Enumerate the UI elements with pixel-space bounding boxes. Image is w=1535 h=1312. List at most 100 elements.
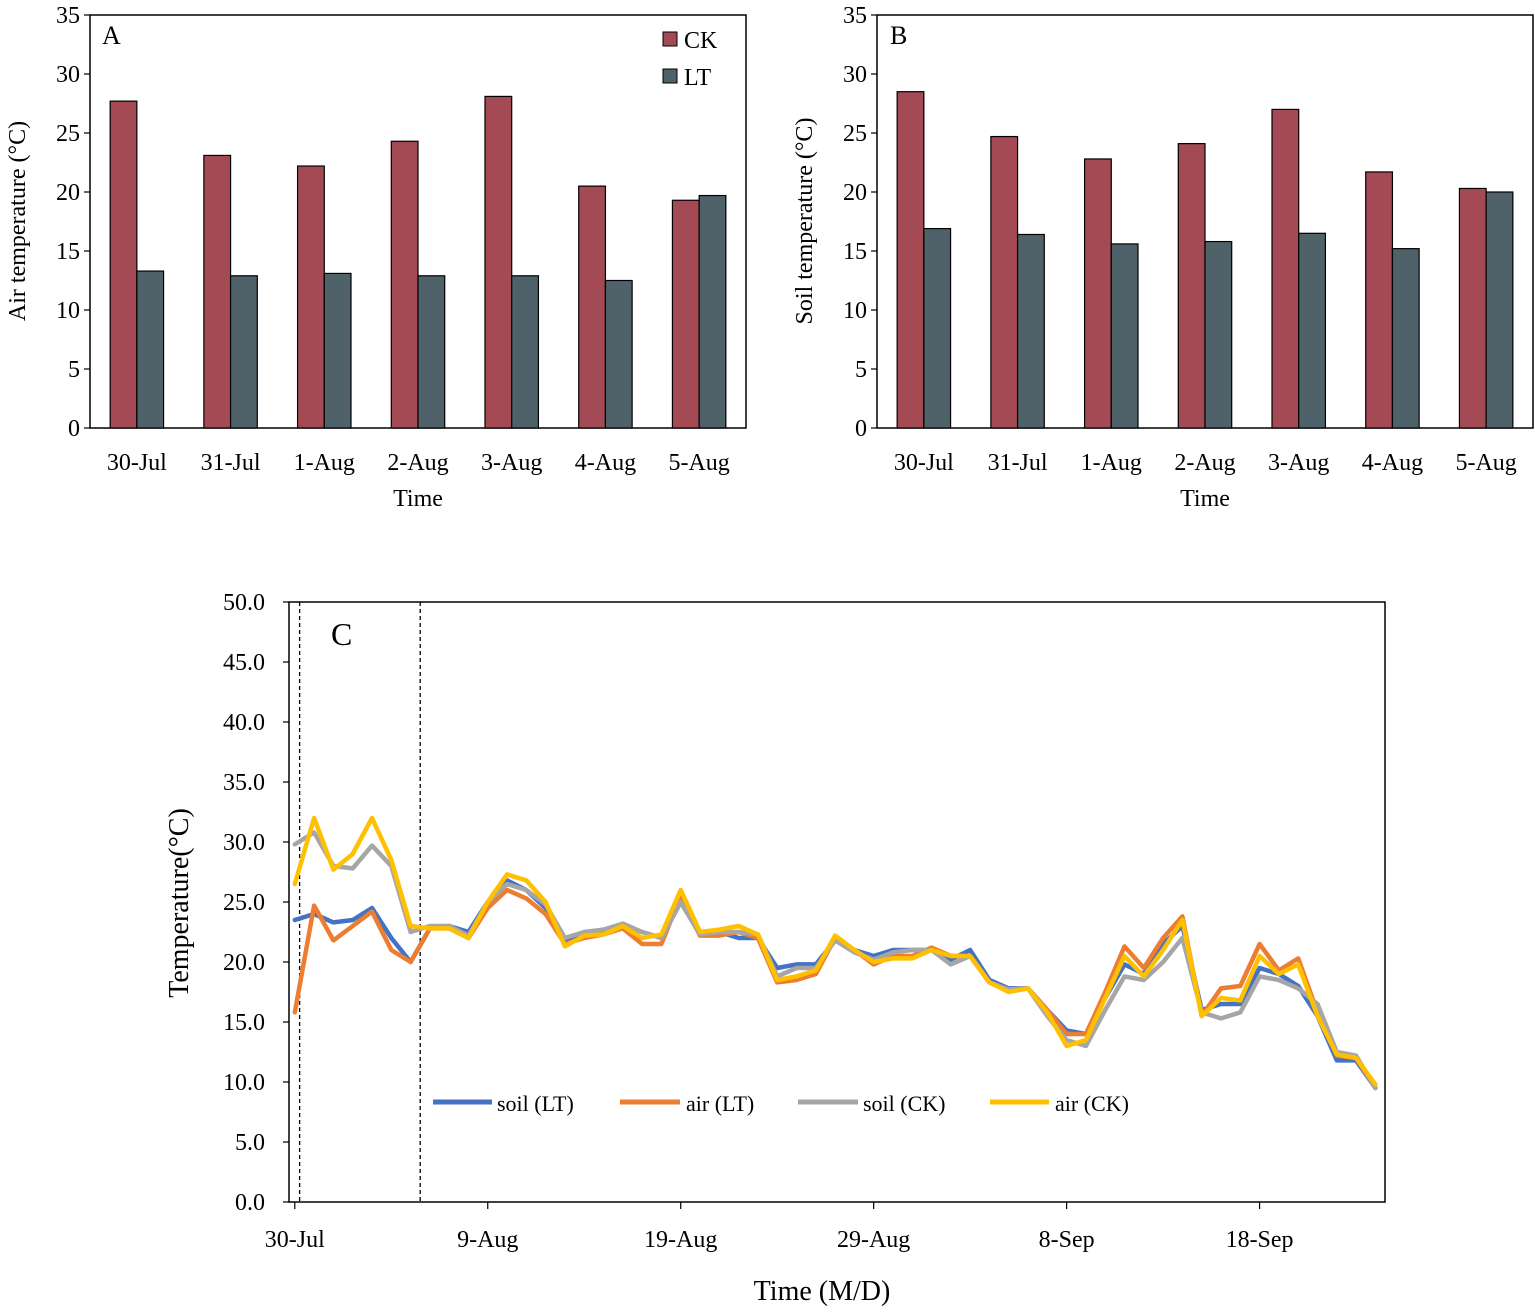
panel-b-y-tick-label: 10 [843,298,867,324]
panel-c-label: C [331,616,352,652]
panel-c: 0.0 5.0 10.0 15.0 20.0 25.0 30.0 35.0 40.0 45.0 50… [164,590,1386,1307]
panel-c-legend-soil-lt: soil (LT) [497,1091,574,1116]
panel-b-y-tick-label: 0 [855,416,867,442]
panel-b-bars [896,91,1514,429]
panel-c-x-tick-label: 18-Sep [1226,1227,1294,1253]
panel-a: 0 5 10 15 20 25 30 35 30-Jul 31-Jul 1-Aug 2-Aug 3-A… [5,3,747,512]
panel-a-bar-ck [578,185,607,429]
panel-a-bar-lt [417,275,446,429]
panel-a-bar-ck [203,154,232,429]
panel-a-legend-lt: LT [684,65,711,91]
panel-a-bar-ck [484,95,513,429]
panel-b-bar-ck [1177,143,1206,429]
panel-b-bar-lt [1016,233,1045,429]
panel-c-x-tick-label: 8-Sep [1039,1227,1095,1253]
panel-b-x-tick-label: 30-Jul [894,450,954,476]
panel-a-bar-ck [390,140,419,429]
panel-b-bar-ck [1365,171,1394,429]
panel-a-bar-lt [511,275,540,429]
panel-c-line-air-ck [292,815,1378,1087]
panel-b-bar-ck [896,91,925,429]
panel-b-y-tick-label: 15 [843,239,867,265]
panel-c-y-tick-label: 45.0 [223,650,265,676]
panel-a-y-tick-label: 0 [68,416,80,442]
panel-b-y-label: Soil temperature (°C) [792,118,818,325]
panel-c-y-tick-label: 40.0 [223,710,265,736]
panel-a-x-label: Time [393,486,443,512]
panel-c-x-tick-label: 29-Aug [837,1227,910,1253]
panel-b-y-tick-label: 30 [843,62,867,88]
panel-b-label: B [890,21,907,50]
panel-a-bar-lt [698,194,727,429]
panel-a-y-tick-label: 15 [56,239,80,265]
panel-b: 0 5 10 15 20 25 30 35 30-Jul 31-Jul 1-Aug 2-Aug 3-A… [792,3,1534,512]
panel-a-bar-lt [136,270,165,429]
panel-b-y-ticks: 0 5 10 15 20 25 30 35 [843,3,877,442]
panel-a-bar-ck [109,100,138,429]
panel-c-y-tick-label: 50.0 [223,590,265,616]
panel-b-x-tick-label: 31-Jul [988,450,1048,476]
panel-c-x-ticks: 30-Jul 9-Aug 19-Aug 29-Aug 8-Sep 18-Sep [265,1202,1294,1253]
panel-c-line-soil-ck [292,830,1378,1091]
panel-b-bar-lt [1204,240,1233,429]
panel-b-y-tick-label: 20 [843,180,867,206]
panel-b-bar-lt [923,227,952,429]
panel-a-bar-ck [296,165,325,429]
panel-a-y-tick-label: 5 [68,357,80,383]
panel-b-bar-lt [1298,232,1327,429]
panel-a-x-tick-label: 4-Aug [575,450,636,476]
panel-a-bar-lt [323,272,352,429]
panel-c-y-tick-label: 10.0 [223,1070,265,1096]
panel-a-bar-lt [229,275,258,429]
panel-b-y-tick-label: 5 [855,357,867,383]
panel-c-y-tick-label: 5.0 [235,1130,265,1156]
panel-b-x-tick-label: 5-Aug [1455,450,1516,476]
panel-a-bars [109,95,727,429]
panel-a-legend-ck: CK [684,28,718,54]
panel-a-x-tick-label: 5-Aug [668,450,729,476]
panel-b-bar-lt [1391,248,1420,429]
panel-a-legend: CK LT [662,28,718,91]
panel-c-legend-soil-ck: soil (CK) [863,1091,946,1116]
panel-a-x-ticks: 30-Jul 31-Jul 1-Aug 2-Aug 3-Aug 4-Aug 5-Aug [107,450,730,476]
panel-a-x-tick-label: 2-Aug [387,450,448,476]
panel-c-dashed-guides [298,602,421,1202]
panel-c-y-label: Temperature(°C) [164,808,195,998]
panel-a-y-label: Air temperature (°C) [5,121,31,321]
panel-b-y-tick-label: 25 [843,121,867,147]
panel-c-series-lines [292,815,1378,1091]
panel-c-y-ticks: 0.0 5.0 10.0 15.0 20.0 25.0 30.0 35.0 40.0 45.0 50… [223,590,289,1216]
panel-a-y-tick-label: 25 [56,121,80,147]
panel-a-y-tick-label: 10 [56,298,80,324]
panel-c-y-tick-label: 35.0 [223,770,265,796]
panel-c-line-air-lt [292,887,1378,1091]
panel-b-bar-ck [990,135,1019,429]
panel-c-y-tick-label: 15.0 [223,1010,265,1036]
panel-a-y-tick-label: 20 [56,180,80,206]
panel-c-x-tick-label: 19-Aug [644,1227,717,1253]
panel-b-x-tick-label: 4-Aug [1362,450,1423,476]
panel-c-legend-air-lt: air (LT) [686,1091,754,1116]
panel-a-label: A [102,21,121,50]
panel-a-legend-swatch-lt [662,68,678,84]
panel-b-bar-ck [1458,187,1487,429]
panel-a-y-tick-label: 30 [56,62,80,88]
panel-c-legend: soil (LT) air (LT) soil (CK) air (CK) [433,1091,1129,1116]
panel-a-x-tick-label: 3-Aug [481,450,542,476]
panel-b-x-tick-label: 1-Aug [1081,450,1142,476]
panel-c-x-label: Time (M/D) [754,1276,891,1307]
panel-a-y-tick-label: 35 [56,3,80,29]
panel-c-plot-area [288,601,1386,1203]
panel-c-y-tick-label: 25.0 [223,890,265,916]
panel-c-x-tick-label: 30-Jul [265,1227,325,1253]
panel-a-x-tick-label: 31-Jul [201,450,261,476]
panel-b-x-label: Time [1180,486,1230,512]
panel-c-y-tick-label: 30.0 [223,830,265,856]
panel-b-x-ticks: 30-Jul 31-Jul 1-Aug 2-Aug 3-Aug 4-Aug 5-Aug [894,450,1517,476]
panel-c-x-tick-label: 9-Aug [457,1227,518,1253]
panel-b-y-tick-label: 35 [843,3,867,29]
panel-c-line-soil-lt [292,878,1378,1091]
panel-a-bar-ck [671,199,700,429]
panel-b-x-tick-label: 2-Aug [1174,450,1235,476]
